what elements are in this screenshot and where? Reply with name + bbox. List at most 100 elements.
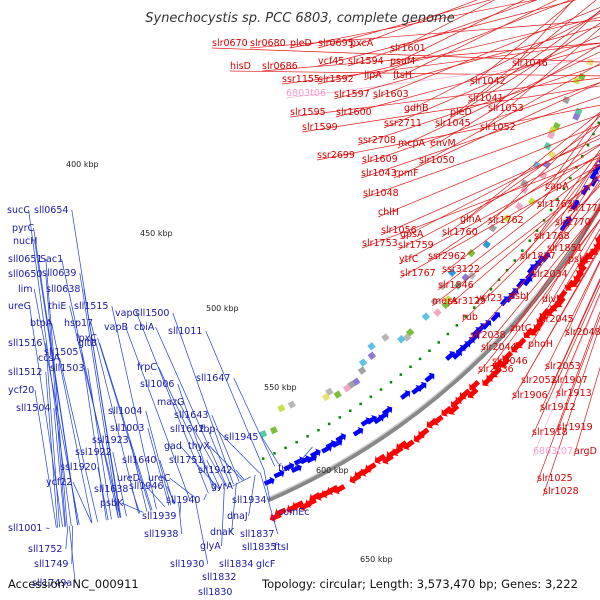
scale-tick-label: 400 kbp — [66, 160, 99, 169]
forward-gene-label: capA — [545, 181, 569, 192]
forward-gene-arrow — [448, 404, 460, 415]
reverse-leader-line — [87, 367, 112, 520]
reverse-leader-line — [211, 414, 240, 482]
cog-category-block — [381, 333, 390, 342]
genome-backbone — [261, 121, 600, 503]
reverse-leader-line — [138, 477, 166, 508]
reverse-leader-line — [215, 428, 260, 474]
forward-gene-label: slr1918 — [532, 427, 568, 438]
reverse-leader-line — [97, 466, 109, 521]
forward-gene-label: slr1600 — [336, 107, 372, 118]
reverse-gene-label: sll1942 — [198, 465, 232, 476]
reverse-leader-line — [53, 407, 66, 527]
reverse-gene-label: sll1504 — [16, 403, 50, 414]
reverse-gene-arrow — [290, 463, 302, 474]
reverse-leader-line — [221, 487, 225, 547]
forward-leader-line — [556, 315, 600, 433]
forward-leader-line — [567, 203, 600, 265]
forward-leader-line — [361, 82, 600, 165]
genome-summary: Topology: circular; Length: 3,573,470 bp… — [261, 577, 578, 591]
forward-gene-label: slr2048 — [565, 327, 600, 338]
scale-tick-mark — [581, 155, 584, 158]
cog-category-block — [430, 297, 439, 306]
reverse-leader-line — [33, 288, 80, 525]
reverse-gene-label: sll1945 — [224, 432, 258, 443]
cog-category-block — [421, 312, 431, 321]
forward-gene-label: phoH — [528, 339, 553, 350]
forward-gene-label: slr1595 — [290, 107, 326, 118]
forward-leader-line — [536, 123, 600, 210]
reverse-gene-label: sll1930 — [170, 559, 204, 570]
cog-category-block — [333, 390, 342, 399]
reverse-gene-label: glcF — [256, 559, 275, 570]
reverse-leader-line — [259, 472, 279, 535]
reverse-gene-label: ccsA — [38, 353, 60, 364]
forward-gene-label: slr2044 — [481, 342, 517, 353]
forward-gene-label: slr1907 — [552, 375, 588, 386]
reverse-leader-line — [125, 326, 191, 500]
cog-category-block — [562, 96, 571, 105]
reverse-leader-line — [81, 351, 107, 521]
cog-category-block — [547, 150, 557, 159]
forward-leader-line — [477, 219, 600, 375]
cog-category-block — [259, 429, 268, 438]
forward-leader-line — [393, 82, 600, 179]
forward-gene-label: rub — [462, 312, 478, 323]
forward-leader-line — [447, 174, 600, 307]
forward-leader-line — [317, 0, 492, 49]
forward-gene-arrow — [403, 439, 415, 451]
reverse-leader-line — [166, 485, 176, 505]
reverse-leader-line — [71, 525, 73, 565]
forward-gene-arrow — [451, 397, 462, 409]
forward-gene-label: pleD — [450, 107, 472, 118]
forward-gene-arrow — [529, 324, 541, 336]
forward-gene-label: slr1768 — [534, 231, 570, 242]
forward-leader-line — [469, 197, 600, 341]
reverse-gene-label: Sac1 — [40, 254, 63, 265]
forward-gene-label: slr1762 — [488, 215, 524, 226]
forward-gene-label: ftsH — [393, 70, 412, 81]
reverse-gene-label: sll1638 — [94, 484, 128, 495]
backbone-arc — [266, 200, 600, 503]
scale-tick-mark — [521, 249, 524, 252]
reverse-gene-label: sll1835 — [242, 542, 276, 553]
reverse-leader-line — [178, 502, 183, 535]
scale-tick-label: 550 kbp — [264, 383, 297, 392]
forward-leader-line — [399, 134, 600, 240]
reverse-gene-label: thiE — [48, 301, 66, 312]
reverse-leader-line — [231, 482, 237, 533]
forward-leader-line — [431, 176, 600, 307]
reverse-gene-label: lpxC — [76, 333, 97, 344]
forward-leader-line — [380, 138, 600, 236]
reverse-gene-label: cbiA — [134, 322, 155, 333]
scale-tick-mark — [489, 287, 493, 291]
forward-leader-line — [261, 42, 600, 72]
reverse-gene-label: sll1515 — [74, 301, 108, 312]
reverse-gene-label: ftsI — [274, 542, 289, 553]
cog-category-block — [433, 308, 442, 317]
reverse-gene-label: sll0650 — [8, 269, 42, 280]
forward-gene-label: slr1043 — [361, 168, 397, 179]
cog-category-block — [467, 248, 476, 258]
reverse-gene-arrow — [321, 444, 332, 454]
forward-gene-label: slr2052 — [521, 375, 557, 386]
reverse-gene-label: sll1643 — [174, 410, 208, 421]
scale-tick-mark — [505, 268, 509, 272]
scale-tick-mark — [409, 365, 412, 369]
cog-category-block — [514, 202, 524, 211]
reverse-leader-line — [235, 469, 245, 480]
forward-gene-label: slr1041 — [468, 93, 504, 104]
forward-gene-label: psaM — [390, 56, 415, 67]
forward-gene-label: ssr3129 — [448, 296, 486, 307]
forward-gene-label: argD — [574, 446, 597, 457]
forward-leader-line — [403, 12, 600, 114]
reverse-gene-label: sll1749a — [32, 578, 72, 589]
forward-gene-label: slr1025 — [537, 473, 573, 484]
reverse-leader-line — [28, 209, 72, 527]
forward-gene-arrow — [469, 379, 481, 391]
scale-tick-mark — [569, 176, 572, 180]
forward-gene-arrow — [467, 387, 479, 399]
forward-gene-label: mcpA — [398, 138, 426, 149]
